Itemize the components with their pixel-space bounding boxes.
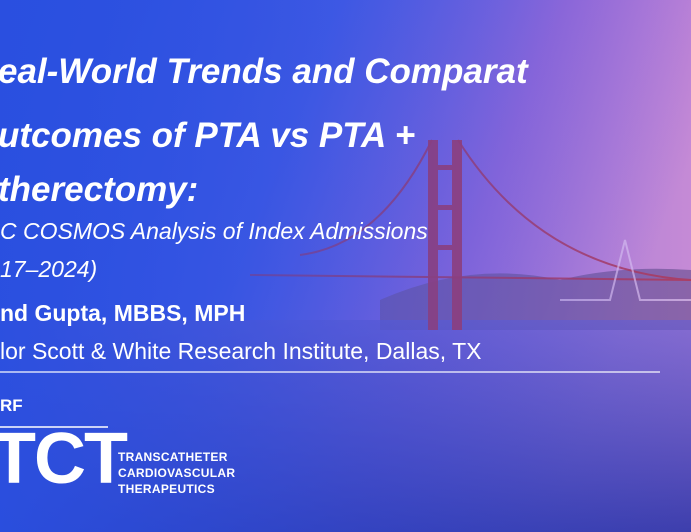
logo-line: CARDIOVASCULAR: [118, 466, 236, 480]
logo-line: THERAPEUTICS: [118, 482, 215, 496]
title-line: utcomes of PTA vs PTA +: [0, 116, 416, 155]
logo-line: TRANSCATHETER: [118, 450, 228, 464]
logo-mark: TCT: [0, 419, 128, 499]
presenter: nd Gupta, MBBS, MPH: [0, 300, 246, 326]
subtitle-line: 17–2024): [0, 256, 98, 282]
logo-org: RF: [0, 396, 23, 415]
subtitle-line: C COSMOS Analysis of Index Admissions: [0, 218, 428, 244]
title-line: therectomy:: [0, 170, 199, 209]
affiliation: lor Scott & White Research Institute, Da…: [0, 338, 482, 364]
title-line: eal-World Trends and Comparat: [0, 52, 528, 91]
